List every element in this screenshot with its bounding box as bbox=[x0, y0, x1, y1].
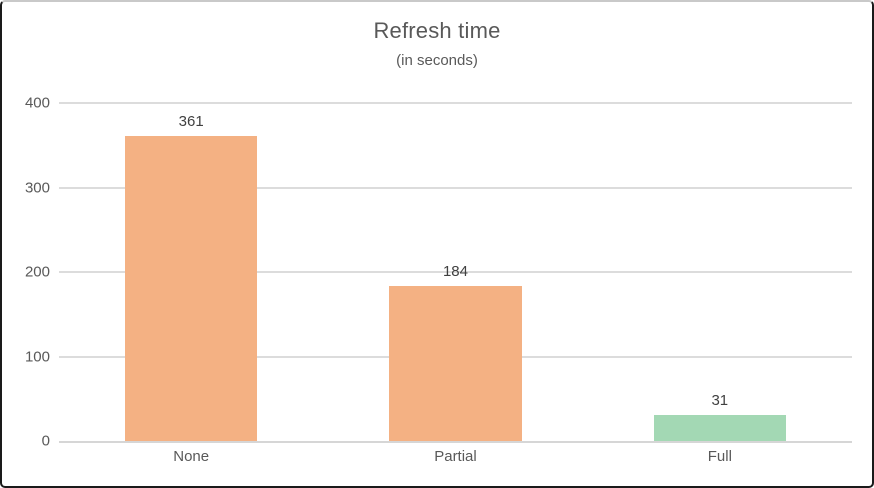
y-tick-300: 300 bbox=[24, 179, 50, 196]
plot-area: 361 184 31 bbox=[59, 102, 852, 443]
bar-series: 361 184 31 bbox=[59, 103, 852, 441]
x-axis: None Partial Full bbox=[59, 448, 852, 465]
y-tick-100: 100 bbox=[24, 348, 50, 365]
chart-subtitle: (in seconds) bbox=[396, 52, 478, 69]
bar-slot-partial: 184 bbox=[323, 103, 587, 441]
gridline-400 bbox=[59, 102, 852, 104]
bar-value-none: 361 bbox=[178, 112, 204, 130]
bar-slot-none: 361 bbox=[59, 103, 323, 441]
bar-full bbox=[653, 414, 786, 441]
y-tick-200: 200 bbox=[24, 263, 50, 281]
chart-title: Refresh time bbox=[373, 18, 501, 43]
bar-none bbox=[125, 135, 258, 441]
gridline-200 bbox=[59, 271, 852, 273]
x-label-full: Full bbox=[707, 448, 732, 465]
y-tick-400: 400 bbox=[24, 94, 50, 112]
y-axis: 400 300 200 100 0 bbox=[10, 95, 50, 450]
x-label-partial: Partial bbox=[434, 448, 477, 465]
x-label-none: None bbox=[173, 448, 210, 465]
bar-value-partial: 184 bbox=[442, 262, 468, 280]
y-tick-0: 0 bbox=[41, 432, 50, 450]
bar-slot-full: 31 bbox=[588, 103, 852, 441]
bar-partial bbox=[389, 285, 522, 441]
gridline-300 bbox=[59, 186, 852, 189]
bar-value-full: 31 bbox=[711, 391, 729, 409]
